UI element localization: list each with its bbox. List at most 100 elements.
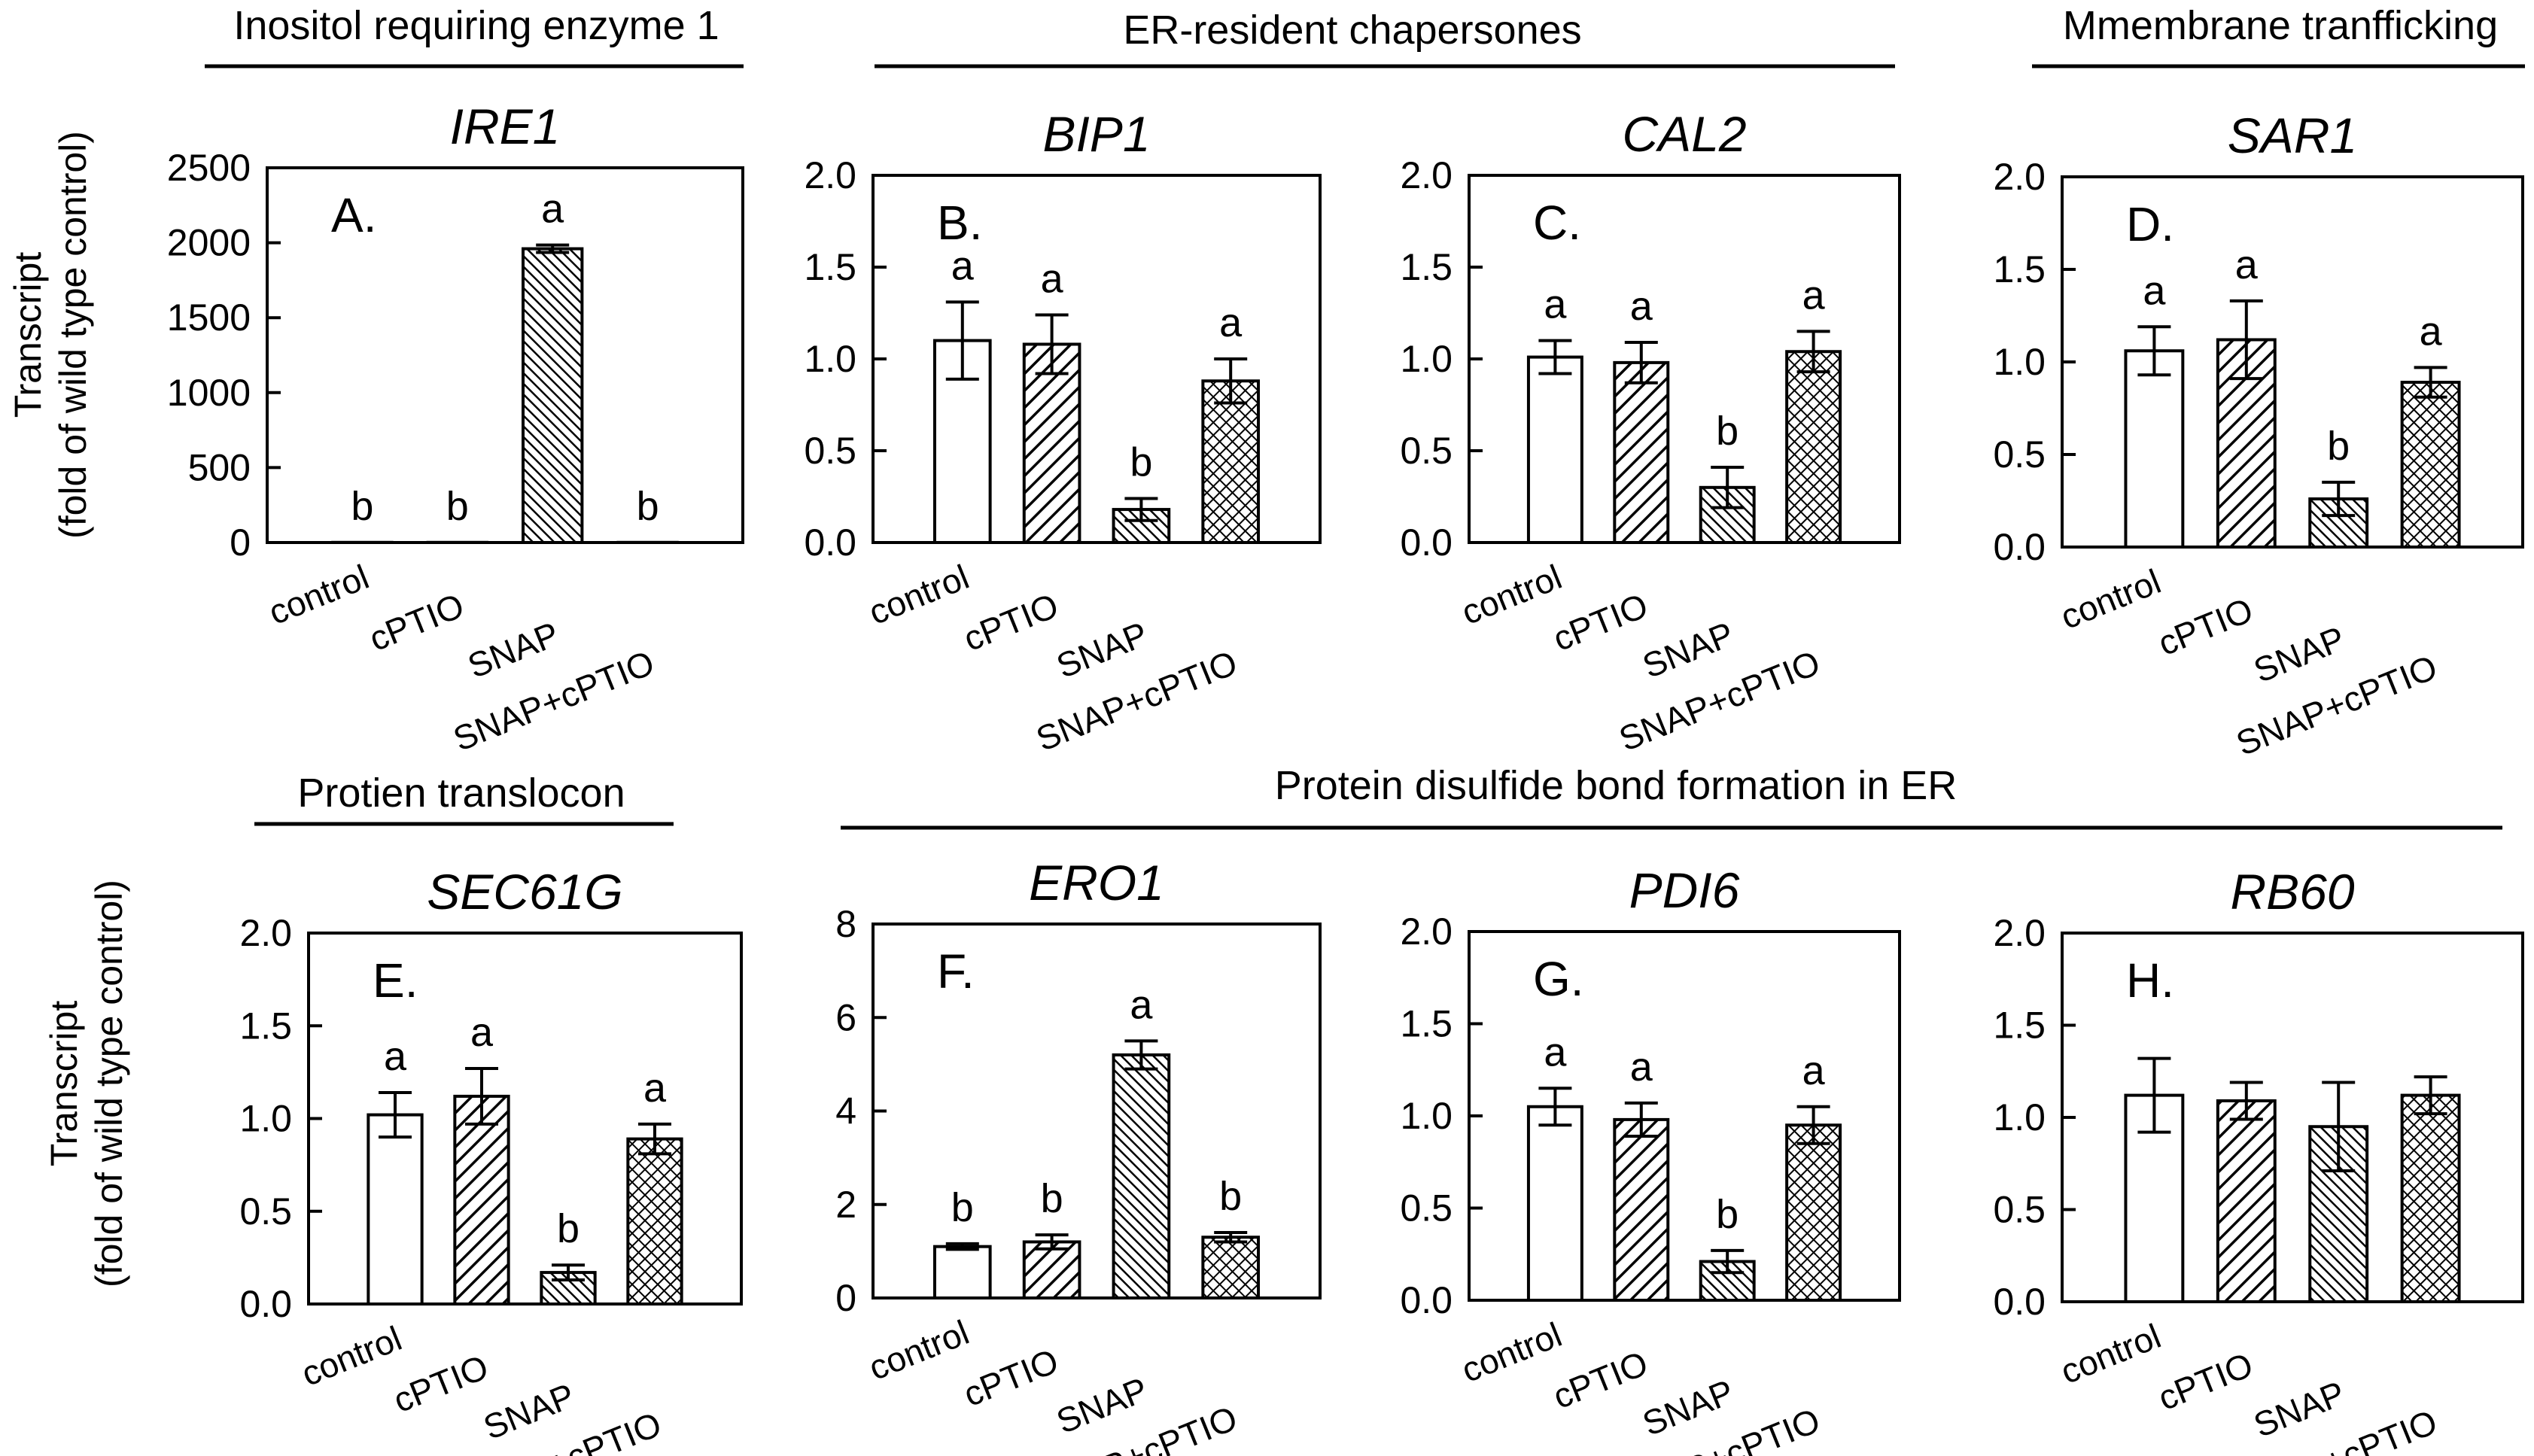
bar-sec61g-crosshatch bbox=[626, 1137, 683, 1306]
y-tick-label-bip1: 0.5 bbox=[804, 430, 856, 472]
significance-letter-sec61g: b bbox=[557, 1206, 580, 1251]
significance-letter-cal2: a bbox=[1802, 272, 1826, 318]
bar-sec61g-diagonal-hatch bbox=[453, 1094, 510, 1306]
category-label-ero1: control bbox=[863, 1312, 975, 1388]
y-tick-label-sec61g: 1.5 bbox=[239, 1005, 292, 1047]
group-label-translocon: Protien translocon bbox=[297, 771, 625, 816]
y-tick-label-ero1: 8 bbox=[835, 903, 856, 945]
panel-letter-ero1: F. bbox=[937, 944, 975, 999]
category-label-ire1: control bbox=[263, 557, 375, 632]
y-tick-label-ire1: 500 bbox=[188, 446, 251, 488]
y-tick-label-sec61g: 0.0 bbox=[239, 1283, 292, 1325]
category-label-ero1: cPTIO bbox=[958, 1341, 1063, 1414]
panel-title-cal2: CAL2 bbox=[1622, 106, 1746, 162]
y-tick-label-bip1: 1.5 bbox=[804, 246, 856, 288]
y-tick-label-sar1: 2.0 bbox=[1993, 156, 2046, 198]
category-label-rb60: cPTIO bbox=[2152, 1345, 2258, 1418]
panel-cal2: CAL2C.0.00.51.01.52.0acontrolacPTIObSNAP… bbox=[1400, 106, 1901, 758]
significance-letter-ero1: b bbox=[1041, 1176, 1063, 1221]
y-tick-label-rb60: 2.0 bbox=[1993, 912, 2046, 954]
significance-letter-ero1: b bbox=[951, 1185, 974, 1230]
significance-letter-sar1: b bbox=[2327, 424, 2350, 469]
significance-letter-cal2: a bbox=[1630, 284, 1653, 329]
bar-rb60-crosshatch bbox=[2400, 1093, 2461, 1303]
group-label-disulfide: Protein disulfide bond formation in ER bbox=[1275, 763, 1958, 808]
y-tick-label-sar1: 1.0 bbox=[1993, 341, 2046, 383]
y-tick-label-sar1: 0.0 bbox=[1993, 526, 2046, 568]
y-axis-label-bottom-line1: Transcript bbox=[43, 1001, 85, 1167]
significance-letter-sec61g: a bbox=[643, 1065, 667, 1111]
y-axis-label-bottom: Transcript (fold of wild type control) bbox=[43, 880, 130, 1287]
y-axis-label-top-line1: Transcript bbox=[7, 252, 49, 418]
y-tick-label-cal2: 1.5 bbox=[1400, 246, 1453, 288]
category-label-pdi6: cPTIO bbox=[1547, 1343, 1653, 1416]
y-tick-label-ero1: 4 bbox=[835, 1090, 856, 1132]
y-tick-label-sec61g: 0.5 bbox=[239, 1190, 292, 1233]
bar-rb60-diagonal-hatch bbox=[2216, 1099, 2277, 1303]
significance-letter-pdi6: a bbox=[1802, 1048, 1826, 1093]
y-tick-label-ero1: 6 bbox=[835, 996, 856, 1038]
bar-sar1-open bbox=[2124, 349, 2185, 549]
category-label-ire1: cPTIO bbox=[364, 585, 469, 658]
y-tick-label-pdi6: 0.5 bbox=[1400, 1187, 1453, 1230]
panel-pdi6: PDI6G.0.00.51.01.52.0acontrolacPTIObSNAP… bbox=[1400, 862, 1901, 1456]
y-tick-label-bip1: 0.0 bbox=[804, 521, 856, 564]
y-tick-label-cal2: 2.0 bbox=[1400, 154, 1453, 196]
panel-title-rb60: RB60 bbox=[2230, 864, 2354, 919]
significance-letter-bip1: a bbox=[1219, 300, 1243, 345]
significance-letter-ire1: a bbox=[541, 187, 564, 232]
y-tick-label-pdi6: 1.0 bbox=[1400, 1095, 1453, 1137]
significance-letter-sar1: a bbox=[2235, 242, 2259, 287]
bar-ero1-crosshatch bbox=[1201, 1236, 1261, 1300]
bar-cal2-crosshatch bbox=[1785, 350, 1842, 544]
y-tick-label-ire1: 1500 bbox=[167, 296, 251, 339]
group-label-ire1: Inositol requiring enzyme 1 bbox=[233, 3, 719, 48]
y-tick-label-ire1: 2500 bbox=[167, 147, 251, 189]
bar-bip1-diagonal-hatch bbox=[1022, 342, 1081, 544]
y-tick-label-bip1: 2.0 bbox=[804, 154, 856, 196]
significance-letter-ire1: b bbox=[446, 484, 469, 529]
y-tick-label-pdi6: 1.5 bbox=[1400, 1003, 1453, 1045]
plot-frame-ire1 bbox=[266, 166, 744, 544]
significance-letter-ire1: b bbox=[351, 484, 373, 529]
panel-title-ire1: IRE1 bbox=[450, 99, 561, 154]
panel-letter-pdi6: G. bbox=[1533, 952, 1584, 1006]
y-tick-label-pdi6: 0.0 bbox=[1400, 1279, 1453, 1321]
panel-title-bip1: BIP1 bbox=[1042, 106, 1150, 162]
bar-sec61g-open bbox=[367, 1113, 424, 1306]
significance-letter-sar1: a bbox=[2143, 268, 2166, 313]
y-axis-label-top: Transcript (fold of wild type control) bbox=[7, 131, 94, 539]
category-label-sar1: SNAP bbox=[2248, 619, 2350, 690]
category-label-sar1: cPTIO bbox=[2152, 590, 2258, 663]
y-tick-label-cal2: 1.0 bbox=[1400, 338, 1453, 380]
significance-letter-cal2: a bbox=[1544, 282, 1567, 327]
panel-letter-rb60: H. bbox=[2126, 953, 2174, 1008]
y-tick-label-bip1: 1.0 bbox=[804, 338, 856, 380]
significance-letter-ero1: a bbox=[1130, 982, 1153, 1027]
category-label-cal2: SNAP bbox=[1637, 614, 1739, 685]
y-tick-label-sar1: 1.5 bbox=[1993, 248, 2046, 290]
bar-pdi6-open bbox=[1526, 1105, 1583, 1302]
y-tick-label-rb60: 0.5 bbox=[1993, 1189, 2046, 1231]
panel-letter-bip1: B. bbox=[937, 196, 982, 250]
panel-title-sec61g: SEC61G bbox=[427, 864, 622, 919]
y-tick-label-ero1: 2 bbox=[835, 1184, 856, 1226]
category-label-bip1: control bbox=[863, 557, 975, 632]
panel-rb60: RB60H.0.00.51.01.52.0controlcPTIOSNAPSNA… bbox=[1993, 864, 2524, 1456]
significance-letter-sec61g: a bbox=[470, 1010, 494, 1055]
y-tick-label-cal2: 0.0 bbox=[1400, 521, 1453, 564]
category-label-ire1: SNAP bbox=[462, 614, 564, 685]
panel-letter-ire1: A. bbox=[331, 188, 376, 242]
y-tick-label-ire1: 2000 bbox=[167, 222, 251, 264]
panel-letter-sec61g: E. bbox=[373, 953, 418, 1008]
y-tick-label-sar1: 0.5 bbox=[1993, 433, 2046, 476]
y-tick-label-rb60: 1.5 bbox=[1993, 1005, 2046, 1047]
bar-pdi6-crosshatch bbox=[1785, 1123, 1842, 1302]
panel-ero1: ERO1F.02468bcontrolbcPTIOaSNAPbSNAP+cPTI… bbox=[835, 855, 1322, 1456]
y-tick-label-cal2: 0.5 bbox=[1400, 430, 1453, 472]
panel-sec61g: SEC61GE.0.00.51.01.52.0acontrolacPTIObSN… bbox=[239, 864, 743, 1456]
significance-letter-pdi6: b bbox=[1716, 1192, 1739, 1237]
y-tick-label-pdi6: 2.0 bbox=[1400, 910, 1453, 953]
bar-cal2-open bbox=[1526, 355, 1583, 544]
significance-letter-pdi6: a bbox=[1630, 1044, 1653, 1090]
